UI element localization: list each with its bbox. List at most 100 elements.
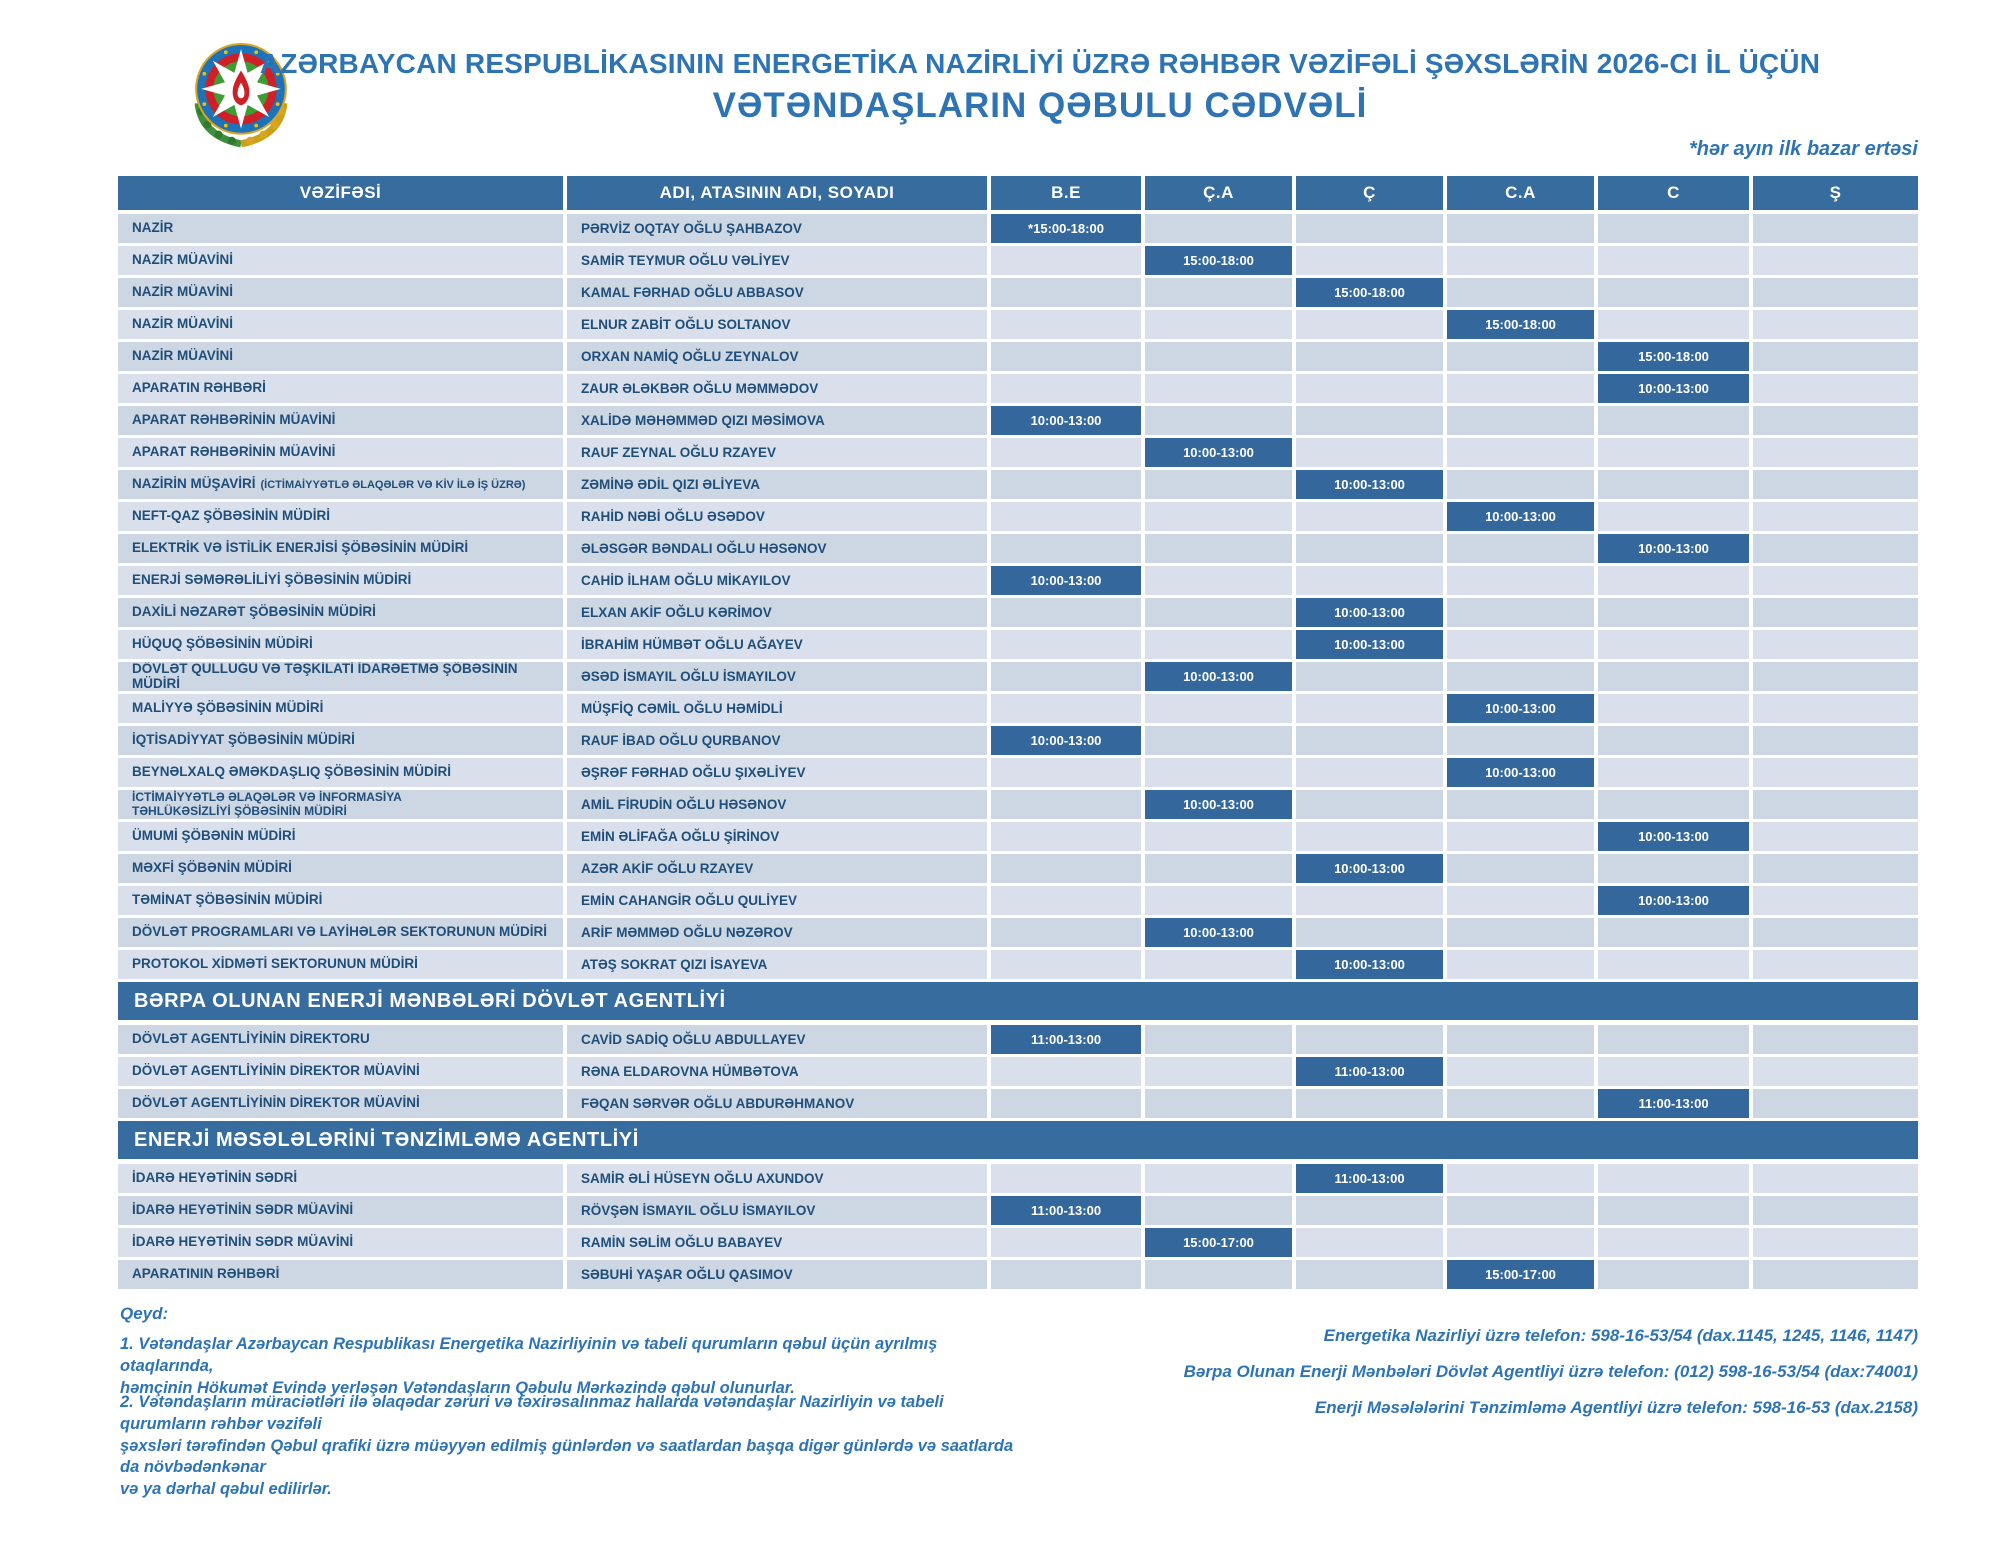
section-header: BƏRPA OLUNAN ENERJİ MƏNBƏLƏRİ DÖVLƏT AGE… <box>118 982 1918 1020</box>
position-label: APARATIN RƏHBƏRİ <box>132 380 266 396</box>
empty-day-cell <box>1145 342 1292 371</box>
empty-day-cell <box>1753 374 1918 403</box>
position-cell: NAZİR MÜAVİNİ <box>118 278 563 307</box>
empty-day-cell <box>1753 310 1918 339</box>
column-header-monday: B.E <box>991 176 1141 210</box>
table-row: İQTİSADİYYAT ŞÖBƏSİNİN MÜDİRİ RAUF İBAD O… <box>118 726 1918 755</box>
position-cell: NAZİRİN MÜŞAVİRİ (İCTİMAİYYƏTLƏ ƏLAQƏLƏR … <box>118 470 563 499</box>
empty-day-cell <box>1296 1196 1443 1225</box>
position-label: NAZİRİN MÜŞAVİRİ <box>132 476 256 492</box>
column-header-friday: C <box>1598 176 1749 210</box>
asterisk-footnote: *hər ayın ilk bazar ertəsi <box>1688 138 1918 160</box>
empty-day-cell <box>1447 950 1594 979</box>
reception-time-cell: 10:00-13:00 <box>1598 534 1749 563</box>
empty-day-cell <box>991 758 1141 787</box>
reception-time-cell: 11:00-13:00 <box>991 1025 1141 1054</box>
empty-day-cell <box>991 470 1141 499</box>
page-title-line1: AZƏRBAYCAN RESPUBLİKASININ ENERGETİKA NA… <box>259 48 1821 79</box>
empty-day-cell <box>991 630 1141 659</box>
position-cell: APARAT RƏHBƏRİNİN MÜAVİNİ <box>118 406 563 435</box>
empty-day-cell <box>1447 886 1594 915</box>
person-name: PƏRVİZ OQTAY OĞLU ŞAHBAZOV <box>581 221 802 236</box>
empty-day-cell <box>1598 1196 1749 1225</box>
empty-day-cell <box>1296 214 1443 243</box>
reception-time-cell: 15:00-18:00 <box>1296 278 1443 307</box>
empty-day-cell <box>1598 214 1749 243</box>
name-cell: EMİN ƏLİFAĞA OĞLU ŞİRİNOV <box>567 822 987 851</box>
name-cell: SƏBUHİ YAŞAR OĞLU QASIMOV <box>567 1260 987 1289</box>
table-row: İDARƏ HEYƏTİNİN SƏDRİ SAMİR ƏLİ HÜSEYN OĞ… <box>118 1164 1918 1193</box>
empty-day-cell <box>991 950 1141 979</box>
position-label: DÖVLƏT AGENTLİYİNİN DİREKTOR MÜAVİNİ <box>132 1095 420 1111</box>
position-cell: DÖVLƏT QULLUĞU VƏ TƏŞKİLATİ İDARƏETMƏ ŞÖ… <box>118 662 563 691</box>
empty-day-cell <box>1598 470 1749 499</box>
empty-day-cell <box>1753 438 1918 467</box>
position-cell: DÖVLƏT AGENTLİYİNİN DİREKTOR MÜAVİNİ <box>118 1089 563 1118</box>
position-cell: İDARƏ HEYƏTİNİN SƏDR MÜAVİNİ <box>118 1196 563 1225</box>
empty-day-cell <box>1753 662 1918 691</box>
empty-day-cell <box>1753 246 1918 275</box>
reception-time-cell: 10:00-13:00 <box>991 566 1141 595</box>
person-name: SƏBUHİ YAŞAR OĞLU QASIMOV <box>581 1267 793 1282</box>
empty-day-cell <box>991 278 1141 307</box>
phone-ministry: Energetika Nazirliyi üzrə telefon: 598-1… <box>1323 1326 1918 1345</box>
empty-day-cell <box>991 1089 1141 1118</box>
empty-day-cell <box>1296 502 1443 531</box>
emblem-graphic <box>194 43 288 148</box>
position-cell: APARAT RƏHBƏRİNİN MÜAVİNİ <box>118 438 563 467</box>
empty-day-cell <box>1296 310 1443 339</box>
empty-day-cell <box>1753 694 1918 723</box>
name-cell: XALİDƏ MƏHƏMMƏD QIZI MƏSİMOVA <box>567 406 987 435</box>
position-label: ÜMUMİ ŞÖBƏNİN MÜDİRİ <box>132 828 296 844</box>
empty-day-cell <box>1598 1228 1749 1257</box>
name-cell: RAUF ZEYNAL OĞLU RZAYEV <box>567 438 987 467</box>
name-cell: ARİF MƏMMƏD OĞLU NƏZƏROV <box>567 918 987 947</box>
empty-day-cell <box>1447 726 1594 755</box>
table-row: NEFT-QAZ ŞÖBƏSİNİN MÜDİRİ RAHİD NƏBİ OĞLU… <box>118 502 1918 531</box>
name-cell: KAMAL FƏRHAD OĞLU ABBASOV <box>567 278 987 307</box>
empty-day-cell <box>991 918 1141 947</box>
section-header: ENERJİ MƏSƏLƏLƏRİNİ TƏNZİMLƏMƏ AGENTLİYİ <box>118 1121 1918 1159</box>
empty-day-cell <box>1145 694 1292 723</box>
reception-time-cell: 10:00-13:00 <box>1598 886 1749 915</box>
name-cell: RƏNA ELDAROVNA HÜMBƏTOVA <box>567 1057 987 1086</box>
reception-time-cell: 10:00-13:00 <box>1296 470 1443 499</box>
person-name: ƏLƏSGƏR BƏNDALI OĞLU HƏSƏNOV <box>581 541 827 556</box>
empty-day-cell <box>1447 822 1594 851</box>
empty-day-cell <box>1753 918 1918 947</box>
reception-time-cell: 10:00-13:00 <box>1296 598 1443 627</box>
name-cell: ƏSƏD İSMAYIL OĞLU İSMAYILOV <box>567 662 987 691</box>
empty-day-cell <box>1296 438 1443 467</box>
empty-day-cell <box>1447 854 1594 883</box>
person-name: CAHİD İLHAM OĞLU MİKAYILOV <box>581 573 791 588</box>
table-row: DÖVLƏT PROGRAMLARI VƏ LAYİHƏLƏR SEKTORUN… <box>118 918 1918 947</box>
position-label: HÜQUQ ŞÖBƏSİNİN MÜDİRİ <box>132 636 313 652</box>
empty-day-cell <box>1296 822 1443 851</box>
position-cell: PROTOKOL XİDMƏTİ SEKTORUNUN MÜDİRİ <box>118 950 563 979</box>
reception-time-cell: 10:00-13:00 <box>1145 918 1292 947</box>
person-name: İBRAHİM HÜMBƏT OĞLU AĞAYEV <box>581 637 803 652</box>
empty-day-cell <box>1296 726 1443 755</box>
empty-day-cell <box>1753 1260 1918 1289</box>
empty-day-cell <box>1145 1164 1292 1193</box>
table-row: DÖVLƏT AGENTLİYİNİN DİREKTOR MÜAVİNİ FƏQA… <box>118 1089 1918 1118</box>
azerbaijan-emblem-logo <box>188 40 294 150</box>
name-cell: AZƏR AKİF OĞLU RZAYEV <box>567 854 987 883</box>
position-cell: ELEKTRİK VƏ İSTİLİK ENERJİSİ ŞÖBƏSİNİN M… <box>118 534 563 563</box>
reception-schedule-table: VƏZİFƏSİ ADI, ATASININ ADI, SOYADI B.E Ç… <box>118 176 1918 1292</box>
empty-day-cell <box>1598 246 1749 275</box>
position-label: ELEKTRİK VƏ İSTİLİK ENERJİSİ ŞÖBƏSİNİN M… <box>132 540 469 556</box>
person-name: ELNUR ZABİT OĞLU SOLTANOV <box>581 317 791 332</box>
empty-day-cell <box>1753 726 1918 755</box>
empty-day-cell <box>1447 534 1594 563</box>
table-row: HÜQUQ ŞÖBƏSİNİN MÜDİRİ İBRAHİM HÜMBƏT OĞL… <box>118 630 1918 659</box>
empty-day-cell <box>1598 726 1749 755</box>
empty-day-cell <box>1296 1089 1443 1118</box>
table-row: DÖVLƏT AGENTLİYİNİN DİREKTORU CAVİD SADİQ… <box>118 1025 1918 1054</box>
position-label: APARAT RƏHBƏRİNİN MÜAVİNİ <box>132 444 336 460</box>
person-name: RAUF ZEYNAL OĞLU RZAYEV <box>581 445 777 460</box>
empty-day-cell <box>1145 534 1292 563</box>
empty-day-cell <box>1296 246 1443 275</box>
empty-day-cell <box>1447 246 1594 275</box>
empty-day-cell <box>991 1228 1141 1257</box>
